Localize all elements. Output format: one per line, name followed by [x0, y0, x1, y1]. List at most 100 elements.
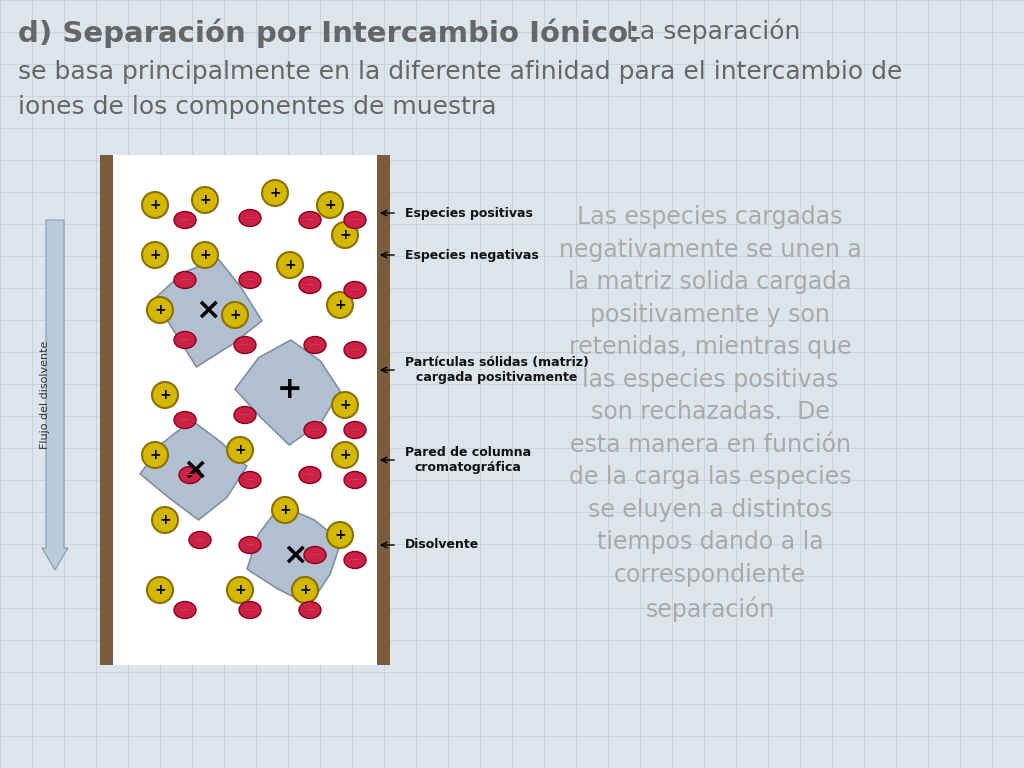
- Text: +: +: [229, 308, 241, 322]
- Circle shape: [227, 577, 253, 603]
- Text: +: +: [325, 198, 336, 212]
- Ellipse shape: [299, 466, 321, 484]
- Ellipse shape: [189, 531, 211, 548]
- Polygon shape: [234, 340, 340, 445]
- Text: +: +: [150, 198, 161, 212]
- Circle shape: [152, 382, 178, 408]
- Ellipse shape: [179, 466, 201, 484]
- Text: −: −: [350, 283, 360, 296]
- Ellipse shape: [299, 601, 321, 618]
- Text: −: −: [350, 474, 360, 486]
- Circle shape: [272, 497, 298, 523]
- Text: −: −: [309, 339, 321, 352]
- Ellipse shape: [239, 537, 261, 554]
- Text: +: +: [159, 513, 171, 527]
- Text: +: +: [285, 258, 296, 272]
- Circle shape: [327, 522, 353, 548]
- Circle shape: [332, 392, 358, 418]
- Text: +: +: [150, 248, 161, 262]
- Text: +: +: [150, 448, 161, 462]
- Ellipse shape: [239, 272, 261, 289]
- Text: Especies positivas: Especies positivas: [406, 207, 532, 220]
- Text: −: −: [195, 534, 205, 547]
- Ellipse shape: [299, 211, 321, 229]
- Text: +: +: [299, 583, 311, 597]
- Circle shape: [292, 577, 318, 603]
- Circle shape: [262, 180, 288, 206]
- Text: ×: ×: [196, 296, 221, 325]
- Text: Partículas sólidas (matriz)
cargada positivamente: Partículas sólidas (matriz) cargada posi…: [406, 356, 589, 384]
- Ellipse shape: [344, 211, 366, 229]
- Text: Las especies cargadas
negativamente se unen a
la matriz solida cargada
positivam: Las especies cargadas negativamente se u…: [559, 205, 861, 622]
- Text: +: +: [155, 303, 166, 317]
- Text: Flujo del disolvente: Flujo del disolvente: [40, 341, 50, 449]
- Text: −: −: [245, 211, 255, 224]
- Text: +: +: [200, 193, 211, 207]
- Text: −: −: [180, 604, 190, 617]
- Text: Disolvente: Disolvente: [406, 538, 479, 551]
- Ellipse shape: [174, 211, 196, 229]
- Text: se basa principalmente en la diferente afinidad para el intercambio de: se basa principalmente en la diferente a…: [18, 60, 902, 84]
- Text: iones de los componentes de muestra: iones de los componentes de muestra: [18, 95, 497, 119]
- Circle shape: [332, 442, 358, 468]
- Circle shape: [142, 242, 168, 268]
- Circle shape: [147, 577, 173, 603]
- Text: −: −: [240, 409, 250, 422]
- Circle shape: [317, 192, 343, 218]
- Text: −: −: [350, 214, 360, 227]
- Text: Especies negativas: Especies negativas: [406, 249, 539, 261]
- Text: −: −: [309, 423, 321, 436]
- Ellipse shape: [239, 210, 261, 227]
- Ellipse shape: [234, 336, 256, 353]
- Ellipse shape: [304, 547, 326, 564]
- Circle shape: [222, 302, 248, 328]
- Bar: [113, 155, 377, 665]
- Text: −: −: [350, 343, 360, 356]
- Ellipse shape: [344, 472, 366, 488]
- Text: +: +: [278, 376, 303, 405]
- Text: −: −: [305, 604, 315, 617]
- Text: −: −: [245, 604, 255, 617]
- Text: −: −: [305, 279, 315, 292]
- Text: +: +: [280, 503, 291, 517]
- Text: −: −: [305, 468, 315, 482]
- Circle shape: [278, 252, 303, 278]
- Circle shape: [152, 507, 178, 533]
- Text: −: −: [180, 413, 190, 426]
- Text: ×: ×: [182, 455, 208, 485]
- Ellipse shape: [174, 412, 196, 429]
- Text: −: −: [245, 474, 255, 486]
- Text: −: −: [245, 273, 255, 286]
- Text: −: −: [305, 214, 315, 227]
- Ellipse shape: [344, 282, 366, 299]
- Text: +: +: [339, 448, 351, 462]
- Polygon shape: [247, 505, 341, 605]
- Text: −: −: [350, 423, 360, 436]
- Text: Pared de columna
cromatográfica: Pared de columna cromatográfica: [406, 446, 531, 474]
- Text: −: −: [184, 468, 196, 482]
- FancyArrow shape: [42, 220, 68, 570]
- Text: −: −: [350, 554, 360, 567]
- Text: −: −: [180, 214, 190, 227]
- Text: +: +: [334, 528, 346, 542]
- Text: −: −: [245, 538, 255, 551]
- Text: ×: ×: [283, 541, 308, 570]
- Ellipse shape: [299, 276, 321, 293]
- Bar: [377, 155, 390, 665]
- Circle shape: [142, 192, 168, 218]
- Bar: [100, 155, 113, 665]
- Ellipse shape: [239, 601, 261, 618]
- Circle shape: [227, 437, 253, 463]
- Circle shape: [142, 442, 168, 468]
- Text: +: +: [339, 228, 351, 242]
- Text: +: +: [200, 248, 211, 262]
- Ellipse shape: [174, 601, 196, 618]
- Circle shape: [193, 242, 218, 268]
- Text: d) Separación por Intercambio Iónico:: d) Separación por Intercambio Iónico:: [18, 18, 640, 48]
- Ellipse shape: [344, 422, 366, 439]
- Text: +: +: [334, 298, 346, 312]
- Text: −: −: [180, 333, 190, 346]
- Circle shape: [147, 297, 173, 323]
- Text: +: +: [339, 398, 351, 412]
- Ellipse shape: [304, 422, 326, 439]
